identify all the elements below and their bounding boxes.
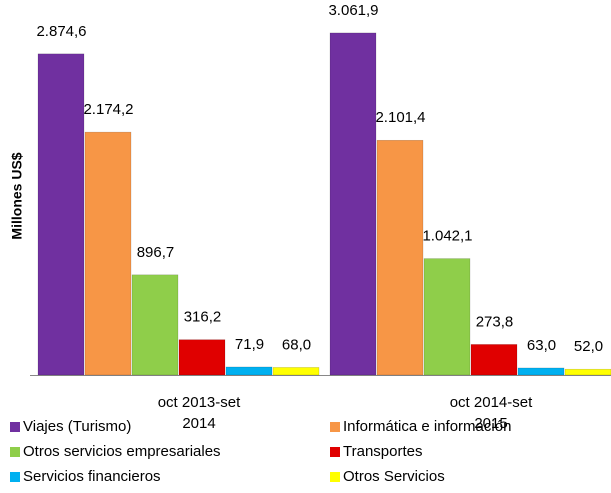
- data-label: 71,9: [235, 336, 264, 353]
- data-label: 63,0: [527, 337, 556, 354]
- bar: [423, 258, 471, 376]
- bar: [272, 367, 320, 376]
- legend-label: Otros Servicios: [343, 468, 445, 485]
- legend-label: Informática e información: [343, 418, 511, 435]
- data-label: 52,0: [574, 338, 603, 355]
- bar: [470, 344, 518, 376]
- data-label: 2.874,6: [36, 23, 86, 40]
- x-tick-label: oct 2013-set 2014: [157, 394, 241, 432]
- legend-label: Viajes (Turismo): [23, 418, 131, 435]
- bar: [564, 368, 611, 376]
- legend-swatch: [10, 422, 20, 432]
- bar: [178, 339, 226, 376]
- bar: [329, 32, 377, 376]
- bar: [225, 366, 273, 376]
- bar: [376, 139, 424, 376]
- data-label: 3.061,9: [328, 2, 378, 19]
- legend-swatch: [10, 447, 20, 457]
- data-label: 2.101,4: [375, 109, 425, 126]
- bar: [84, 131, 132, 376]
- bar: [517, 367, 565, 376]
- bar: [131, 274, 179, 376]
- bar: [37, 53, 85, 376]
- legend-label: Transportes: [343, 443, 422, 460]
- data-label: 2.174,2: [83, 101, 133, 118]
- legend-label: Otros servicios empresariales: [23, 443, 221, 460]
- legend-swatch: [10, 472, 20, 482]
- legend-swatch: [330, 472, 340, 482]
- legend-swatch: [330, 447, 340, 457]
- legend-label: Servicios financieros: [23, 468, 161, 485]
- y-axis-label: Millones US$: [9, 152, 25, 239]
- legend-swatch: [330, 422, 340, 432]
- data-label: 1.042,1: [422, 228, 472, 245]
- data-label: 68,0: [282, 336, 311, 353]
- x-tick-label: oct 2014-set 2015: [449, 394, 533, 432]
- data-label: 273,8: [476, 313, 514, 330]
- data-label: 316,2: [184, 309, 222, 326]
- data-label: 896,7: [137, 244, 175, 261]
